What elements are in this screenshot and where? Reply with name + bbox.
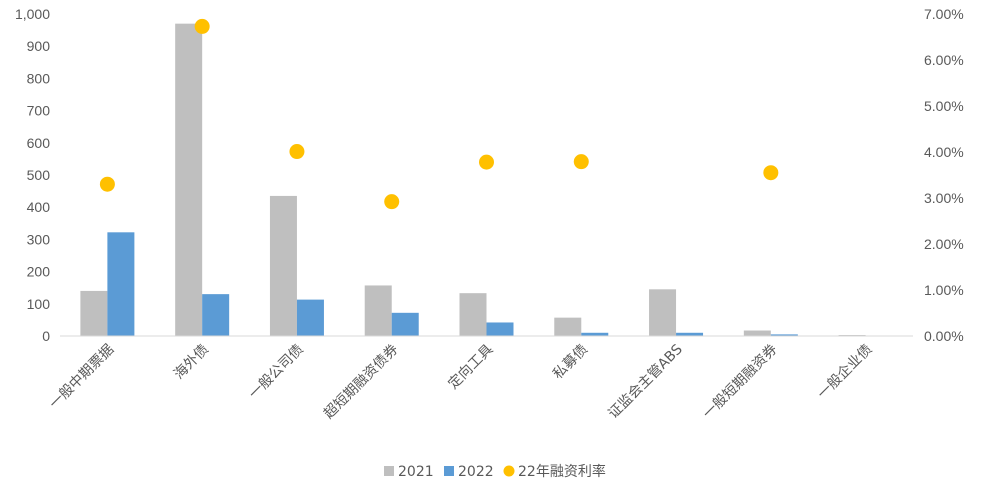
- y-left-tick-label: 200: [27, 264, 51, 280]
- bar-2022: [581, 332, 609, 336]
- scatter-point-rate: [763, 165, 779, 181]
- bar-2022: [202, 294, 230, 336]
- y-left-tick-label: 700: [27, 103, 51, 119]
- bar-2022: [676, 332, 704, 336]
- bar-2021: [175, 23, 203, 336]
- y-right-tick-label: 6.00%: [924, 52, 964, 68]
- y-left-tick-label: 1,000: [15, 6, 50, 22]
- x-category-label: 证监会主管ABS: [605, 341, 686, 422]
- y-left-tick-label: 900: [27, 38, 51, 54]
- y-left-tick-label: 600: [27, 135, 51, 151]
- bar-2022: [391, 312, 419, 336]
- bar-2022: [296, 299, 324, 336]
- bar-2022: [107, 232, 135, 336]
- scatter-point-rate: [384, 194, 400, 210]
- x-category-label: 海外债: [171, 342, 212, 383]
- x-category-label: 一般企业债: [814, 341, 876, 403]
- x-category-label: 超短期融资债券: [321, 342, 402, 423]
- bar-2021: [743, 330, 771, 336]
- y-left-tick-label: 300: [27, 231, 51, 247]
- bar-2022: [486, 322, 514, 336]
- legend-swatch-rate: [503, 465, 515, 477]
- y-right-tick-label: 4.00%: [924, 144, 964, 160]
- legend-label: 22年融资利率: [518, 463, 606, 480]
- legend-label: 2021: [398, 464, 434, 480]
- x-category-label: 私募债: [550, 342, 591, 383]
- legend-label: 2022: [458, 464, 494, 480]
- y-right-tick-label: 2.00%: [924, 236, 964, 252]
- y-right-tick-label: 7.00%: [924, 6, 964, 22]
- bar-2021: [364, 285, 392, 336]
- y-left-tick-label: 500: [27, 167, 51, 183]
- y-right-tick-label: 5.00%: [924, 98, 964, 114]
- x-category-label: 一般中期票据: [47, 342, 118, 413]
- legend-swatch-2021: [384, 466, 394, 476]
- bar-2021: [269, 195, 297, 336]
- bar-2021: [459, 293, 487, 336]
- y-right-tick-label: 0.00%: [924, 328, 964, 344]
- y-right-tick-label: 3.00%: [924, 190, 964, 206]
- bar-2021: [554, 317, 582, 336]
- scatter-point-rate: [99, 176, 115, 192]
- y-right-tick-label: 1.00%: [924, 282, 964, 298]
- y-left-tick-label: 100: [27, 296, 51, 312]
- x-category-label: 一般短期融资券: [700, 342, 781, 423]
- bar-2021: [80, 290, 108, 336]
- y-left-tick-label: 0: [42, 328, 50, 344]
- scatter-point-rate: [573, 154, 589, 170]
- x-category-label: 一般公司债: [246, 342, 307, 403]
- scatter-point-rate: [289, 144, 305, 160]
- y-left-tick-label: 800: [27, 70, 51, 86]
- y-left-tick-label: 400: [27, 199, 51, 215]
- x-category-label: 定向工具: [445, 342, 496, 393]
- bar-2021: [649, 289, 677, 336]
- scatter-point-rate: [479, 154, 494, 170]
- scatter-point-rate: [194, 18, 210, 34]
- bar-2022: [770, 334, 798, 336]
- legend-swatch-2022: [444, 466, 454, 476]
